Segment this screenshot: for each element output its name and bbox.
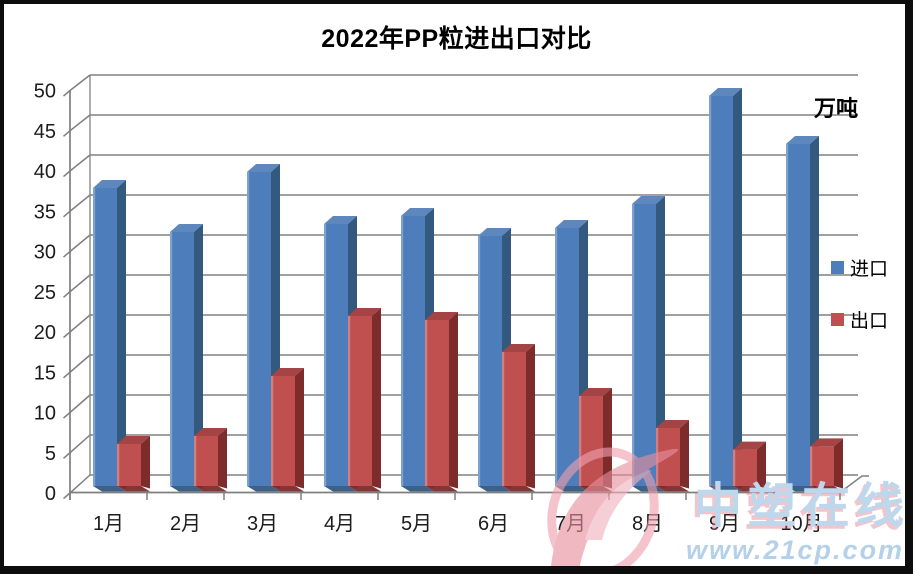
x-axis-label-1: 2月	[170, 513, 201, 535]
bar-export-3	[348, 308, 381, 492]
bar-import-8	[709, 88, 742, 492]
y-tick-5	[63, 434, 91, 459]
bar-import-0	[93, 180, 126, 492]
chart-title: 2022年PP粒进出口对比	[321, 25, 592, 53]
x-axis-label-4: 5月	[401, 513, 432, 535]
bar-export-9	[810, 438, 843, 492]
y-axis-label-50: 50	[34, 81, 56, 103]
y-axis-unit-label: 万吨	[813, 96, 858, 121]
y-axis-label-20: 20	[34, 322, 56, 344]
y-axis-label-25: 25	[34, 282, 56, 304]
bar-export-4	[425, 312, 458, 492]
y-tick-30	[63, 234, 91, 258]
bar-import-7	[632, 196, 665, 492]
y-axis-label-10: 10	[34, 403, 56, 425]
y-tick-0	[63, 474, 91, 500]
y-axis-label-45: 45	[34, 121, 56, 143]
legend-label-import: 进口	[850, 259, 889, 280]
y-axis-label-15: 15	[34, 362, 56, 384]
bar-import-9	[786, 136, 819, 492]
x-axis-label-8: 9月	[709, 513, 740, 535]
bar-import-2	[247, 164, 280, 492]
x-axis-label-3: 4月	[324, 513, 355, 535]
x-axis-label-9: 10月	[780, 513, 822, 535]
y-tick-40	[63, 154, 91, 178]
bar-export-6	[579, 388, 612, 492]
import-color-swatch	[831, 261, 844, 274]
export-color-swatch	[831, 313, 844, 326]
y-axis-label-30: 30	[34, 242, 56, 264]
y-tick-35	[63, 194, 91, 218]
y-tick-20	[63, 314, 91, 339]
legend-item-import: 进口	[831, 254, 888, 281]
bar-export-2	[271, 368, 304, 492]
x-axis-label-6: 7月	[555, 513, 586, 535]
y-tick-25	[63, 274, 91, 298]
legend-item-export: 出口	[831, 306, 888, 333]
y-tick-45	[63, 114, 91, 137]
y-axis-label-5: 5	[45, 443, 56, 465]
x-axis-label-2: 3月	[247, 513, 278, 535]
y-axis-label-0: 0	[45, 483, 56, 505]
bar-export-7	[656, 420, 689, 492]
bar-export-1	[194, 428, 227, 492]
y-tick-10	[63, 394, 91, 419]
y-axis-label-40: 40	[34, 161, 56, 183]
bar-export-0	[117, 436, 150, 492]
y-axis-label-35: 35	[34, 201, 56, 223]
x-axis-label-0: 1月	[93, 513, 124, 535]
bar-export-5	[502, 344, 535, 492]
bar-export-8	[733, 441, 766, 492]
floor-right-edge	[839, 475, 869, 494]
legend-label-export: 出口	[850, 311, 889, 332]
bar-import-1	[170, 224, 203, 492]
x-axis-label-7: 8月	[632, 513, 663, 535]
x-axis-label-5: 6月	[478, 513, 509, 535]
legend: 进口 出口	[831, 254, 888, 333]
y-tick-50	[63, 74, 91, 97]
y-tick-15	[63, 354, 91, 379]
